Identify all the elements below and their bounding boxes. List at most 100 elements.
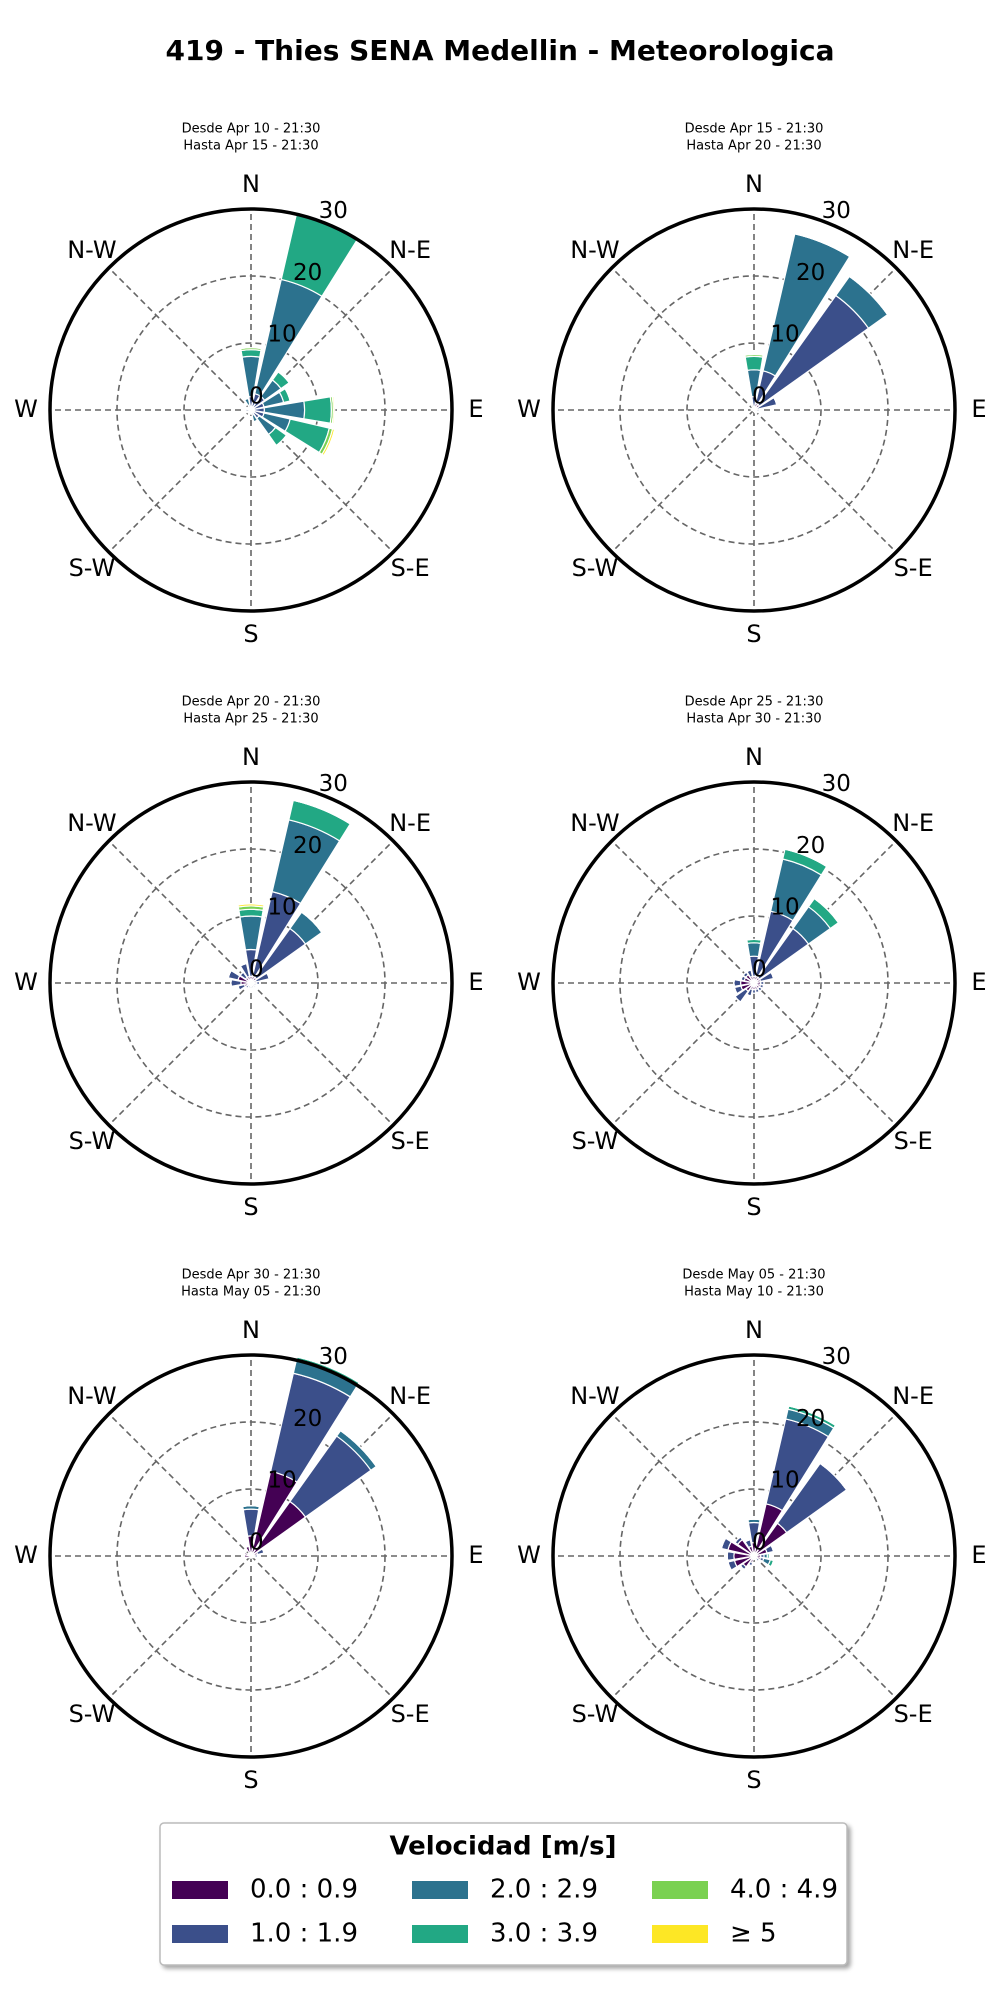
radial-grid-line bbox=[753, 982, 897, 1126]
wind-bar bbox=[237, 903, 265, 908]
outer-circle bbox=[48, 780, 454, 1186]
direction-label: N bbox=[745, 1316, 763, 1344]
wind-bar bbox=[340, 1430, 377, 1467]
wind-bar bbox=[321, 428, 336, 457]
grid-circle bbox=[116, 848, 386, 1118]
direction-label: W bbox=[517, 1541, 541, 1569]
direction-label: W bbox=[517, 968, 541, 996]
wind-bar bbox=[747, 1518, 761, 1521]
direction-label: E bbox=[468, 1541, 483, 1569]
wind-bar bbox=[742, 971, 747, 976]
grid-circle bbox=[116, 275, 386, 545]
wind-bar bbox=[240, 347, 262, 350]
r-tick-label: 20 bbox=[293, 833, 322, 859]
direction-label: S-W bbox=[572, 1700, 619, 1728]
direction-label: W bbox=[14, 1541, 38, 1569]
subtitle: Desde Apr 20 - 21:30 bbox=[182, 695, 321, 710]
direction-label: N-E bbox=[892, 1382, 934, 1410]
direction-label: S bbox=[746, 620, 761, 648]
grid-circle bbox=[686, 915, 822, 1051]
wind-bar bbox=[266, 972, 270, 979]
figure-title: 419 - Thies SENA Medellin - Meteorologic… bbox=[166, 34, 835, 67]
legend-swatch bbox=[172, 1925, 228, 1943]
direction-label: E bbox=[971, 1541, 986, 1569]
legend-swatch bbox=[652, 1925, 708, 1943]
wind-bar bbox=[744, 355, 764, 372]
direction-label: N bbox=[242, 1316, 260, 1344]
r-tick-label: 30 bbox=[319, 198, 348, 224]
direction-label: E bbox=[468, 968, 483, 996]
outer-circle bbox=[551, 780, 957, 1186]
wind-bar bbox=[744, 353, 764, 356]
r-tick-label: 10 bbox=[770, 322, 799, 348]
wind-bar bbox=[773, 397, 778, 405]
wind-bar bbox=[746, 938, 762, 941]
direction-label: E bbox=[971, 395, 986, 423]
wind-bar bbox=[240, 962, 247, 967]
wind-bar bbox=[739, 1565, 745, 1571]
direction-label: S bbox=[746, 1193, 761, 1221]
windrose-panel: Desde May 05 - 21:30 Hasta May 10 - 21:30… bbox=[517, 1268, 986, 1795]
r-tick-label: 0 bbox=[249, 957, 264, 983]
wind-bar bbox=[240, 349, 262, 358]
direction-label: S-W bbox=[69, 1127, 116, 1155]
r-tick-label: 10 bbox=[267, 322, 296, 348]
grid-circle bbox=[619, 1421, 889, 1691]
subtitle: Desde Apr 15 - 21:30 bbox=[685, 122, 824, 137]
wind-bar bbox=[748, 1564, 752, 1567]
r-tick-label: 20 bbox=[796, 833, 825, 859]
r-tick-label: 10 bbox=[770, 1468, 799, 1494]
r-tick-label: 30 bbox=[319, 1344, 348, 1370]
r-tick-label: 20 bbox=[796, 1406, 825, 1432]
legend-label: 0.0 : 0.9 bbox=[250, 1875, 358, 1905]
direction-label: N bbox=[242, 170, 260, 198]
legend-swatch bbox=[172, 1881, 228, 1899]
windrose-panel: Desde Apr 30 - 21:30 Hasta May 05 - 21:30… bbox=[14, 1268, 483, 1795]
radial-grid-line bbox=[108, 409, 252, 553]
legend-label: 3.0 : 3.9 bbox=[490, 1919, 598, 1949]
windrose-panel: Desde Apr 25 - 21:30 Hasta Apr 30 - 21:30… bbox=[517, 695, 986, 1222]
windrose-panel: Desde Apr 20 - 21:30 Hasta Apr 25 - 21:30… bbox=[14, 695, 483, 1222]
direction-label: S-W bbox=[69, 554, 116, 582]
wind-bar bbox=[331, 395, 336, 425]
direction-label: W bbox=[14, 395, 38, 423]
wind-bar bbox=[746, 969, 752, 973]
direction-label: N-E bbox=[389, 809, 431, 837]
wind-bar bbox=[788, 1405, 836, 1426]
direction-label: S-E bbox=[894, 1127, 933, 1155]
radial-grid-line bbox=[108, 267, 252, 411]
direction-label: N-E bbox=[389, 236, 431, 264]
subtitle: Hasta Apr 25 - 21:30 bbox=[183, 712, 318, 727]
wind-bar bbox=[248, 412, 251, 415]
r-tick-label: 30 bbox=[822, 771, 851, 797]
outer-circle bbox=[48, 1353, 454, 1759]
direction-label: S-E bbox=[391, 554, 430, 582]
legend-label: 1.0 : 1.9 bbox=[250, 1919, 358, 1949]
grid-circle bbox=[116, 1421, 386, 1691]
wind-bar bbox=[770, 972, 775, 979]
wind-bar bbox=[726, 1550, 735, 1562]
direction-label: S bbox=[243, 620, 258, 648]
radial-grid-line bbox=[611, 1555, 755, 1699]
direction-label: N-E bbox=[892, 236, 934, 264]
legend-label: 2.0 : 2.9 bbox=[490, 1875, 598, 1905]
direction-label: N-W bbox=[570, 1382, 619, 1410]
wind-bar bbox=[242, 1505, 260, 1508]
wind-bar bbox=[762, 985, 765, 989]
radial-grid-line bbox=[108, 1413, 252, 1557]
direction-label: N-W bbox=[67, 236, 116, 264]
r-tick-label: 0 bbox=[249, 384, 264, 410]
radial-grid-line bbox=[753, 409, 897, 553]
direction-label: S bbox=[243, 1193, 258, 1221]
wind-bar bbox=[227, 970, 232, 978]
wind-bar bbox=[303, 396, 332, 424]
wind-bar bbox=[733, 979, 742, 987]
outer-circle bbox=[551, 1353, 957, 1759]
wind-bar bbox=[757, 1559, 760, 1562]
wind-bar bbox=[794, 233, 851, 258]
r-tick-label: 0 bbox=[752, 1530, 767, 1556]
wind-bar bbox=[237, 985, 241, 991]
subtitle: Desde May 05 - 21:30 bbox=[682, 1268, 825, 1283]
grid-circle bbox=[686, 342, 822, 478]
radial-grid-line bbox=[611, 1413, 755, 1557]
